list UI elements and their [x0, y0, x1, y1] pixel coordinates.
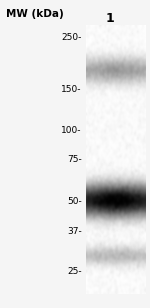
Text: 1: 1	[105, 12, 114, 25]
Text: 150-: 150-	[61, 85, 82, 94]
FancyBboxPatch shape	[86, 26, 146, 294]
Text: 250-: 250-	[61, 33, 82, 42]
Text: 75-: 75-	[67, 155, 82, 164]
Text: MW (kDa): MW (kDa)	[6, 9, 63, 19]
Text: 50-: 50-	[67, 197, 82, 206]
Text: 37-: 37-	[67, 227, 82, 236]
Text: 25-: 25-	[67, 267, 82, 276]
Text: 100-: 100-	[61, 126, 82, 135]
